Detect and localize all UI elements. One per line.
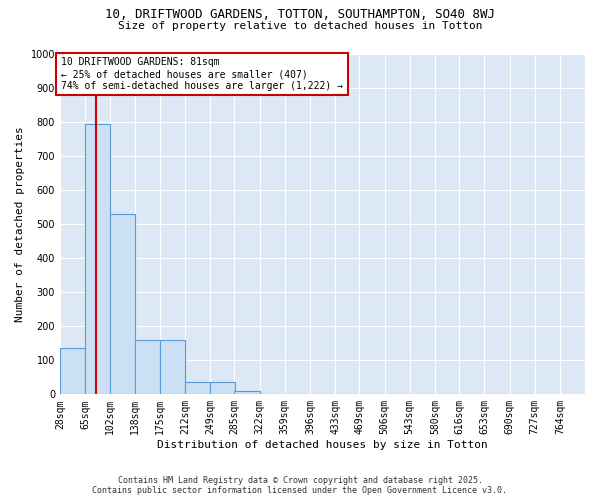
Bar xyxy=(160,340,185,394)
Bar xyxy=(235,391,260,394)
X-axis label: Distribution of detached houses by size in Totton: Distribution of detached houses by size … xyxy=(157,440,488,450)
Text: Size of property relative to detached houses in Totton: Size of property relative to detached ho… xyxy=(118,21,482,31)
Bar xyxy=(134,340,160,394)
Bar xyxy=(85,124,110,394)
Text: 10, DRIFTWOOD GARDENS, TOTTON, SOUTHAMPTON, SO40 8WJ: 10, DRIFTWOOD GARDENS, TOTTON, SOUTHAMPT… xyxy=(105,8,495,20)
Y-axis label: Number of detached properties: Number of detached properties xyxy=(15,126,25,322)
Text: 10 DRIFTWOOD GARDENS: 81sqm
← 25% of detached houses are smaller (407)
74% of se: 10 DRIFTWOOD GARDENS: 81sqm ← 25% of det… xyxy=(61,58,343,90)
Text: Contains HM Land Registry data © Crown copyright and database right 2025.
Contai: Contains HM Land Registry data © Crown c… xyxy=(92,476,508,495)
Bar xyxy=(60,348,85,395)
Bar xyxy=(110,214,136,394)
Bar xyxy=(185,382,210,394)
Bar xyxy=(210,382,235,394)
